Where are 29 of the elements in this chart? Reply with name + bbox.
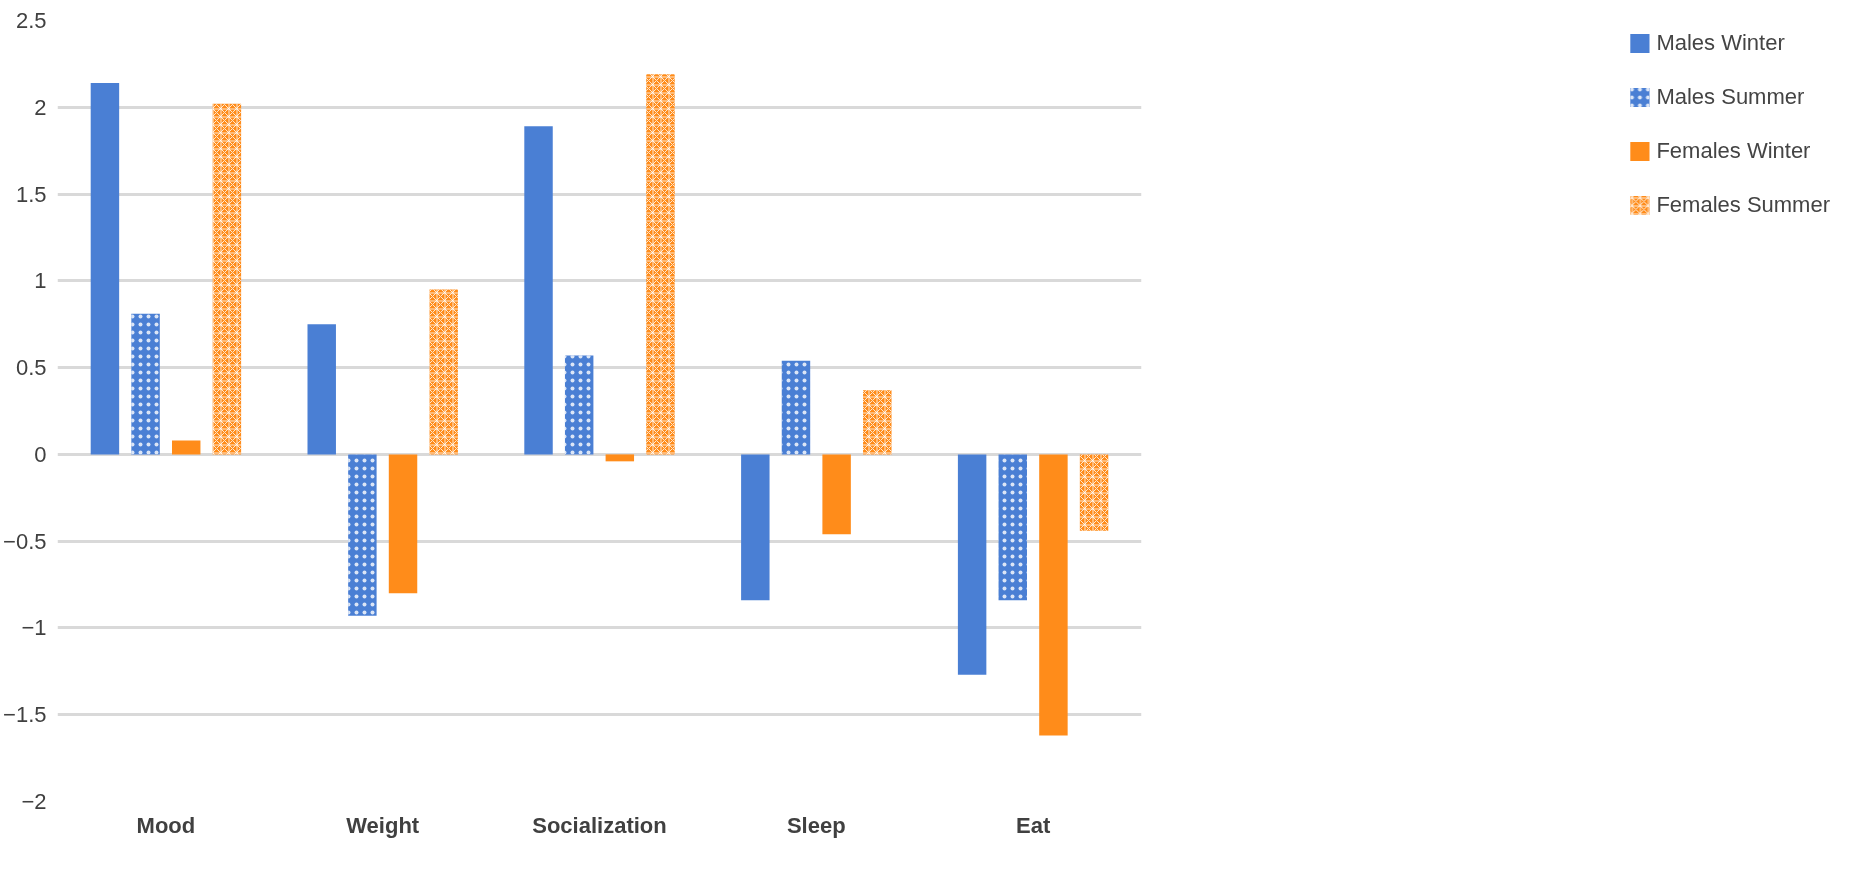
legend-label: Males Winter (1656, 30, 1785, 56)
x-tick-label: Weight (346, 812, 420, 838)
bar (741, 454, 770, 601)
bar (388, 454, 418, 594)
y-tick-label: −0.5 (3, 528, 47, 554)
legend-label: Females Winter (1656, 138, 1811, 164)
legend-label: Males Summer (1656, 84, 1805, 110)
y-tick-label: 0.5 (15, 355, 47, 381)
x-tick-label: Sleep (786, 812, 846, 838)
y-tick-label: 1.5 (15, 181, 47, 207)
x-tick-label: Socialization (532, 812, 667, 838)
y-tick-label: 0 (34, 441, 47, 467)
y-tick-label: −2 (21, 789, 47, 814)
bar (957, 454, 987, 675)
y-tick-label: −1 (21, 615, 47, 641)
y-tick-label: −1.5 (3, 702, 47, 728)
bar (1039, 454, 1068, 736)
bar (524, 126, 553, 455)
x-tick-label: Eat (1015, 812, 1051, 838)
legend-label: Females Summer (1656, 192, 1830, 218)
y-tick-label: 2 (34, 94, 47, 120)
y-tick-label: 1 (34, 268, 47, 294)
bar (307, 324, 336, 455)
bar (172, 440, 201, 455)
bar (822, 454, 851, 535)
bar (90, 82, 120, 455)
x-tick-label: Mood (136, 812, 196, 838)
bar (605, 454, 635, 462)
y-tick-label: 2.5 (15, 8, 47, 33)
